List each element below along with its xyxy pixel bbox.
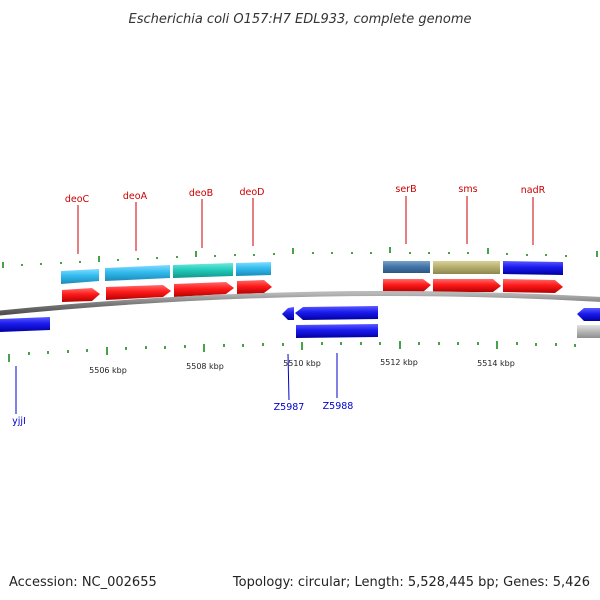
forward-cds-track: [62, 279, 563, 302]
gene-bar-nadR[interactable]: [503, 261, 563, 275]
gene-label-Z5988[interactable]: Z5988: [323, 401, 354, 412]
gene-bar-sms[interactable]: [433, 261, 500, 274]
gene-label-serB[interactable]: serB: [395, 184, 416, 195]
cds-arrow-Z5988[interactable]: [295, 306, 378, 320]
map-title: Escherichia coli O157:H7 EDL933, complet…: [129, 12, 472, 27]
cds-arrow-nadR[interactable]: [503, 279, 563, 293]
gene-label-deoA[interactable]: deoA: [123, 191, 148, 202]
forward-gene-track: [61, 261, 563, 284]
cds-arrow-deoC[interactable]: [62, 288, 100, 302]
leader-line: [287, 353, 290, 401]
kbp-label: 5506 kbp: [89, 366, 127, 375]
cds-arrow-sms[interactable]: [433, 279, 501, 292]
forward-gene-labels: deoC deoA deoB deoD serB sms nadR: [65, 184, 546, 254]
gene-label-sms[interactable]: sms: [458, 184, 477, 195]
kbp-label: 5508 kbp: [186, 362, 224, 371]
gene-bar-yjjI[interactable]: [0, 317, 50, 332]
cds-arrow-right-edge[interactable]: [577, 308, 600, 321]
kbp-labels: 5506 kbp 5508 kbp 5510 kbp 5512 kbp 5514…: [89, 358, 515, 375]
genome-summary-text: Topology: circular; Length: 5,528,445 bp…: [232, 575, 590, 590]
gene-label-yjjI[interactable]: yjjI: [12, 416, 26, 427]
kbp-label: 5512 kbp: [380, 358, 418, 367]
gene-label-Z5987[interactable]: Z5987: [274, 402, 305, 413]
cds-arrow-deoD[interactable]: [237, 280, 272, 294]
gene-label-deoC[interactable]: deoC: [65, 194, 90, 205]
cds-arrow-serB[interactable]: [383, 279, 431, 292]
genome-backbone: [0, 291, 600, 316]
kbp-label: 5510 kbp: [283, 359, 321, 368]
gene-bar-deoD[interactable]: [236, 262, 271, 276]
gene-bar-deoA[interactable]: [105, 265, 170, 281]
gene-bar-Z5988[interactable]: [296, 324, 378, 338]
kbp-label: 5514 kbp: [477, 359, 515, 368]
reverse-gene-track: [0, 306, 600, 338]
gene-label-deoD[interactable]: deoD: [239, 187, 264, 198]
cds-arrow-Z5987[interactable]: [282, 307, 294, 320]
gene-label-nadR[interactable]: nadR: [521, 185, 546, 196]
outer-tick-ring: [2, 247, 598, 268]
inner-tick-ring: [8, 341, 576, 362]
gene-bar-right-edge[interactable]: [577, 325, 600, 338]
gene-bar-deoB[interactable]: [173, 263, 233, 278]
gene-bar-deoC[interactable]: [61, 269, 99, 284]
cds-arrow-deoA[interactable]: [106, 285, 171, 300]
accession-text: Accession: NC_002655: [9, 575, 157, 590]
reverse-gene-labels: yjjI Z5987 Z5988: [12, 353, 353, 427]
cds-arrow-deoB[interactable]: [174, 282, 234, 297]
gene-bar-serB[interactable]: [383, 261, 430, 273]
gene-label-deoB[interactable]: deoB: [189, 188, 213, 199]
